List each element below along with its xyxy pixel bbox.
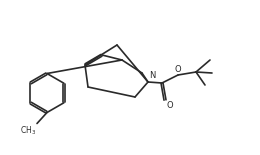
Text: CH$_3$: CH$_3$	[20, 124, 36, 137]
Text: N: N	[150, 71, 156, 80]
Text: O: O	[167, 100, 173, 109]
Text: O: O	[174, 65, 181, 74]
